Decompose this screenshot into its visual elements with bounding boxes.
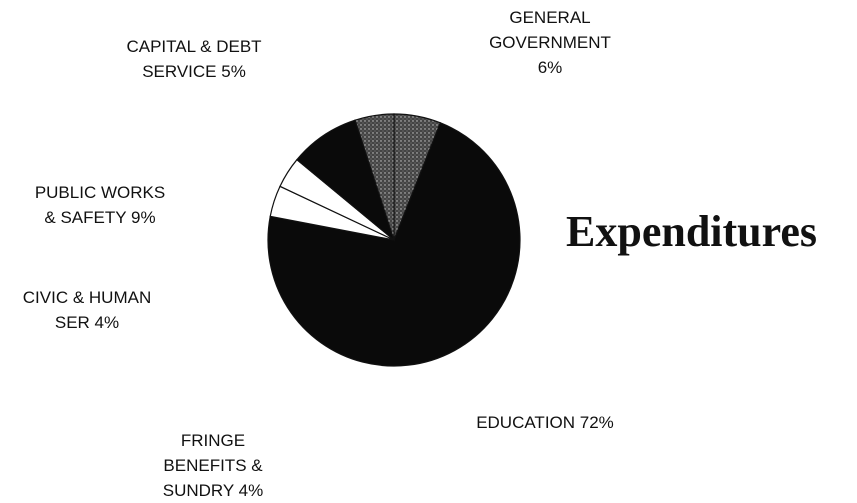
label-general-government: GENERAL GOVERNMENT 6% (489, 8, 611, 77)
pie-slice-capital-debt-service (354, 113, 395, 241)
label-fringe-benefits: FRINGE BENEFITS & SUNDRY 4% (162, 431, 264, 500)
pie-slice-education (267, 122, 521, 367)
label-public-works: PUBLIC WORKS & SAFETY 9% (34, 183, 166, 227)
label-civic-human: CIVIC & HUMAN SER 4% (22, 288, 152, 332)
label-education: EDUCATION 72% (476, 413, 614, 432)
chart-title: Expenditures (566, 207, 818, 256)
label-capital-debt: CAPITAL & DEBT SERVICE 5% (126, 37, 262, 81)
